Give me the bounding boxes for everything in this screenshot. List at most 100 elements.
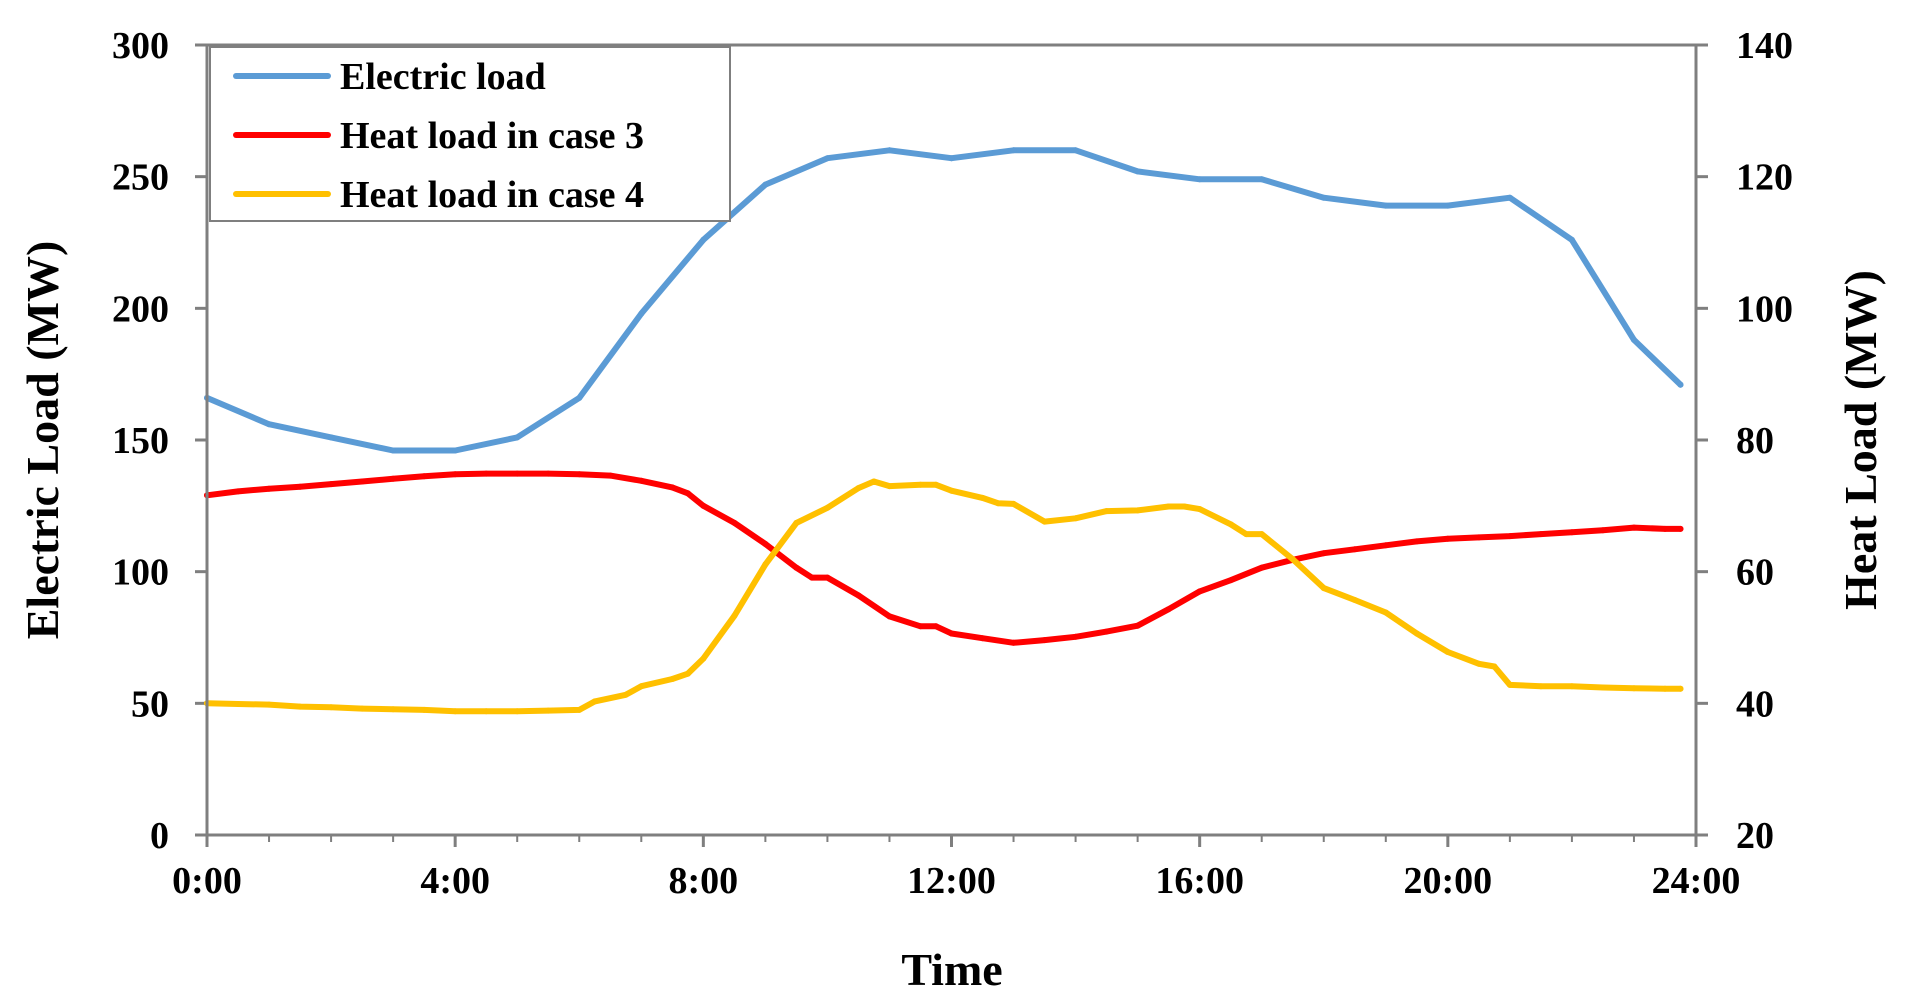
data-point-heat-load-in-case-3 [483, 470, 490, 477]
data-point-heat-load-in-case-4 [591, 698, 598, 705]
y-left-tick-label: 250 [112, 157, 169, 199]
data-point-heat-load-in-case-4 [669, 676, 676, 682]
data-point-heat-load-in-case-4 [421, 706, 428, 713]
data-point-heat-load-in-case-4 [684, 670, 691, 677]
data-point-heat-load-in-case-4 [995, 500, 1001, 507]
y-axis-right-title: Heat Load (MW) [1835, 270, 1886, 610]
data-point-heat-load-in-case-3 [917, 623, 924, 630]
data-point-electric-load [1010, 147, 1017, 154]
data-point-electric-load [576, 394, 583, 401]
data-point-heat-load-in-case-3 [684, 490, 691, 497]
data-point-electric-load [1568, 236, 1575, 243]
data-point-heat-load-in-case-3 [731, 519, 738, 526]
data-point-electric-load [514, 434, 521, 441]
x-tick-label: 0:00 [172, 860, 242, 902]
data-point-heat-load-in-case-3 [1506, 533, 1513, 540]
data-point-heat-load-in-case-4 [545, 707, 552, 714]
data-point-heat-load-in-case-3 [1165, 606, 1172, 613]
data-point-heat-load-in-case-4 [1382, 609, 1389, 616]
data-point-heat-load-in-case-4 [390, 706, 397, 713]
data-point-electric-load [1631, 336, 1637, 343]
data-point-heat-load-in-case-4 [1537, 683, 1544, 690]
data-point-heat-load-in-case-3 [1041, 637, 1048, 644]
data-point-heat-load-in-case-3 [1072, 633, 1079, 640]
data-point-heat-load-in-case-3 [328, 481, 335, 488]
data-point-heat-load-in-case-3 [1351, 546, 1358, 553]
data-point-heat-load-in-case-4 [1413, 630, 1420, 637]
data-point-heat-load-in-case-4 [452, 708, 459, 715]
data-point-heat-load-in-case-3 [700, 502, 707, 509]
data-point-heat-load-in-case-4 [266, 701, 272, 708]
data-point-heat-load-in-case-4 [1506, 681, 1513, 688]
x-axis-title: Time [901, 944, 1002, 995]
data-point-heat-load-in-case-3 [607, 472, 614, 479]
data-point-heat-load-in-case-4 [1243, 531, 1250, 538]
data-point-heat-load-in-case-3 [855, 592, 862, 599]
data-point-heat-load-in-case-4 [1568, 683, 1575, 690]
data-point-heat-load-in-case-3 [979, 635, 986, 642]
data-point-electric-load [1196, 176, 1203, 183]
data-point-heat-load-in-case-4 [886, 483, 893, 490]
data-point-heat-load-in-case-3 [1103, 628, 1110, 635]
y-right-tick-label: 60 [1736, 552, 1774, 594]
data-point-heat-load-in-case-4 [638, 683, 645, 690]
data-point-heat-load-in-case-3 [1631, 524, 1637, 531]
data-point-heat-load-in-case-4 [1010, 500, 1017, 507]
data-point-heat-load-in-case-4 [731, 612, 738, 619]
data-point-electric-load [638, 310, 645, 317]
data-point-heat-load-in-case-3 [1134, 622, 1141, 629]
data-point-electric-load [1320, 194, 1327, 201]
x-tick-label: 8:00 [669, 860, 739, 902]
data-point-electric-load [1382, 202, 1389, 209]
x-tick-label: 12:00 [907, 860, 996, 902]
data-point-heat-load-in-case-3 [1258, 564, 1265, 571]
plot-area-frame [205, 43, 1698, 837]
y-left-tick-label: 300 [112, 25, 169, 67]
y-left-tick-label: 150 [112, 420, 169, 462]
data-point-heat-load-in-case-3 [514, 470, 521, 477]
data-point-heat-load-in-case-3 [793, 564, 800, 571]
data-point-heat-load-in-case-4 [297, 703, 304, 710]
data-point-heat-load-in-case-4 [1227, 521, 1234, 528]
data-point-heat-load-in-case-4 [483, 708, 490, 715]
data-point-heat-load-in-case-3 [1444, 535, 1451, 542]
data-point-heat-load-in-case-3 [1010, 639, 1017, 646]
data-point-heat-load-in-case-3 [886, 613, 893, 620]
data-point-heat-load-in-case-4 [700, 655, 707, 662]
data-point-heat-load-in-case-3 [1475, 534, 1482, 541]
data-point-electric-load [1258, 176, 1265, 183]
y-right-tick-label: 100 [1736, 288, 1793, 330]
data-point-heat-load-in-case-4 [1041, 518, 1048, 525]
data-point-heat-load-in-case-4 [1662, 685, 1668, 692]
legend-label: Heat load in case 4 [340, 174, 644, 216]
data-point-heat-load-in-case-3 [452, 471, 459, 478]
data-point-heat-load-in-case-4 [1134, 507, 1141, 514]
data-point-heat-load-in-case-3 [1320, 550, 1327, 557]
data-point-heat-load-in-case-3 [824, 574, 831, 581]
x-tick-label: 24:00 [1652, 860, 1741, 902]
data-point-heat-load-in-case-4 [824, 504, 831, 511]
x-tick-label: 4:00 [420, 860, 490, 902]
data-point-electric-load [762, 181, 769, 188]
data-point-heat-load-in-case-3 [1568, 529, 1575, 536]
data-point-heat-load-in-case-4 [917, 481, 924, 488]
data-point-electric-load [452, 447, 459, 454]
data-point-electric-load [1072, 147, 1079, 154]
y-right-tick-label: 140 [1736, 25, 1793, 67]
y-left-tick-label: 50 [131, 683, 169, 725]
y-axis-left-title: Electric Load (MW) [17, 241, 68, 640]
data-point-heat-load-in-case-3 [948, 630, 955, 637]
data-point-heat-load-in-case-4 [870, 478, 877, 485]
data-point-electric-load [1506, 194, 1513, 201]
data-point-heat-load-in-case-4 [933, 481, 939, 488]
data-point-heat-load-in-case-3 [1382, 542, 1389, 549]
data-point-heat-load-in-case-3 [235, 488, 241, 495]
data-point-electric-load [700, 236, 707, 243]
legend-label: Electric load [340, 56, 546, 98]
data-point-heat-load-in-case-4 [1258, 531, 1265, 538]
data-point-heat-load-in-case-3 [669, 484, 676, 491]
data-point-heat-load-in-case-3 [545, 470, 552, 477]
y-right-tick-label: 20 [1736, 815, 1774, 857]
data-point-heat-load-in-case-3 [638, 477, 645, 484]
data-point-heat-load-in-case-4 [359, 705, 366, 712]
